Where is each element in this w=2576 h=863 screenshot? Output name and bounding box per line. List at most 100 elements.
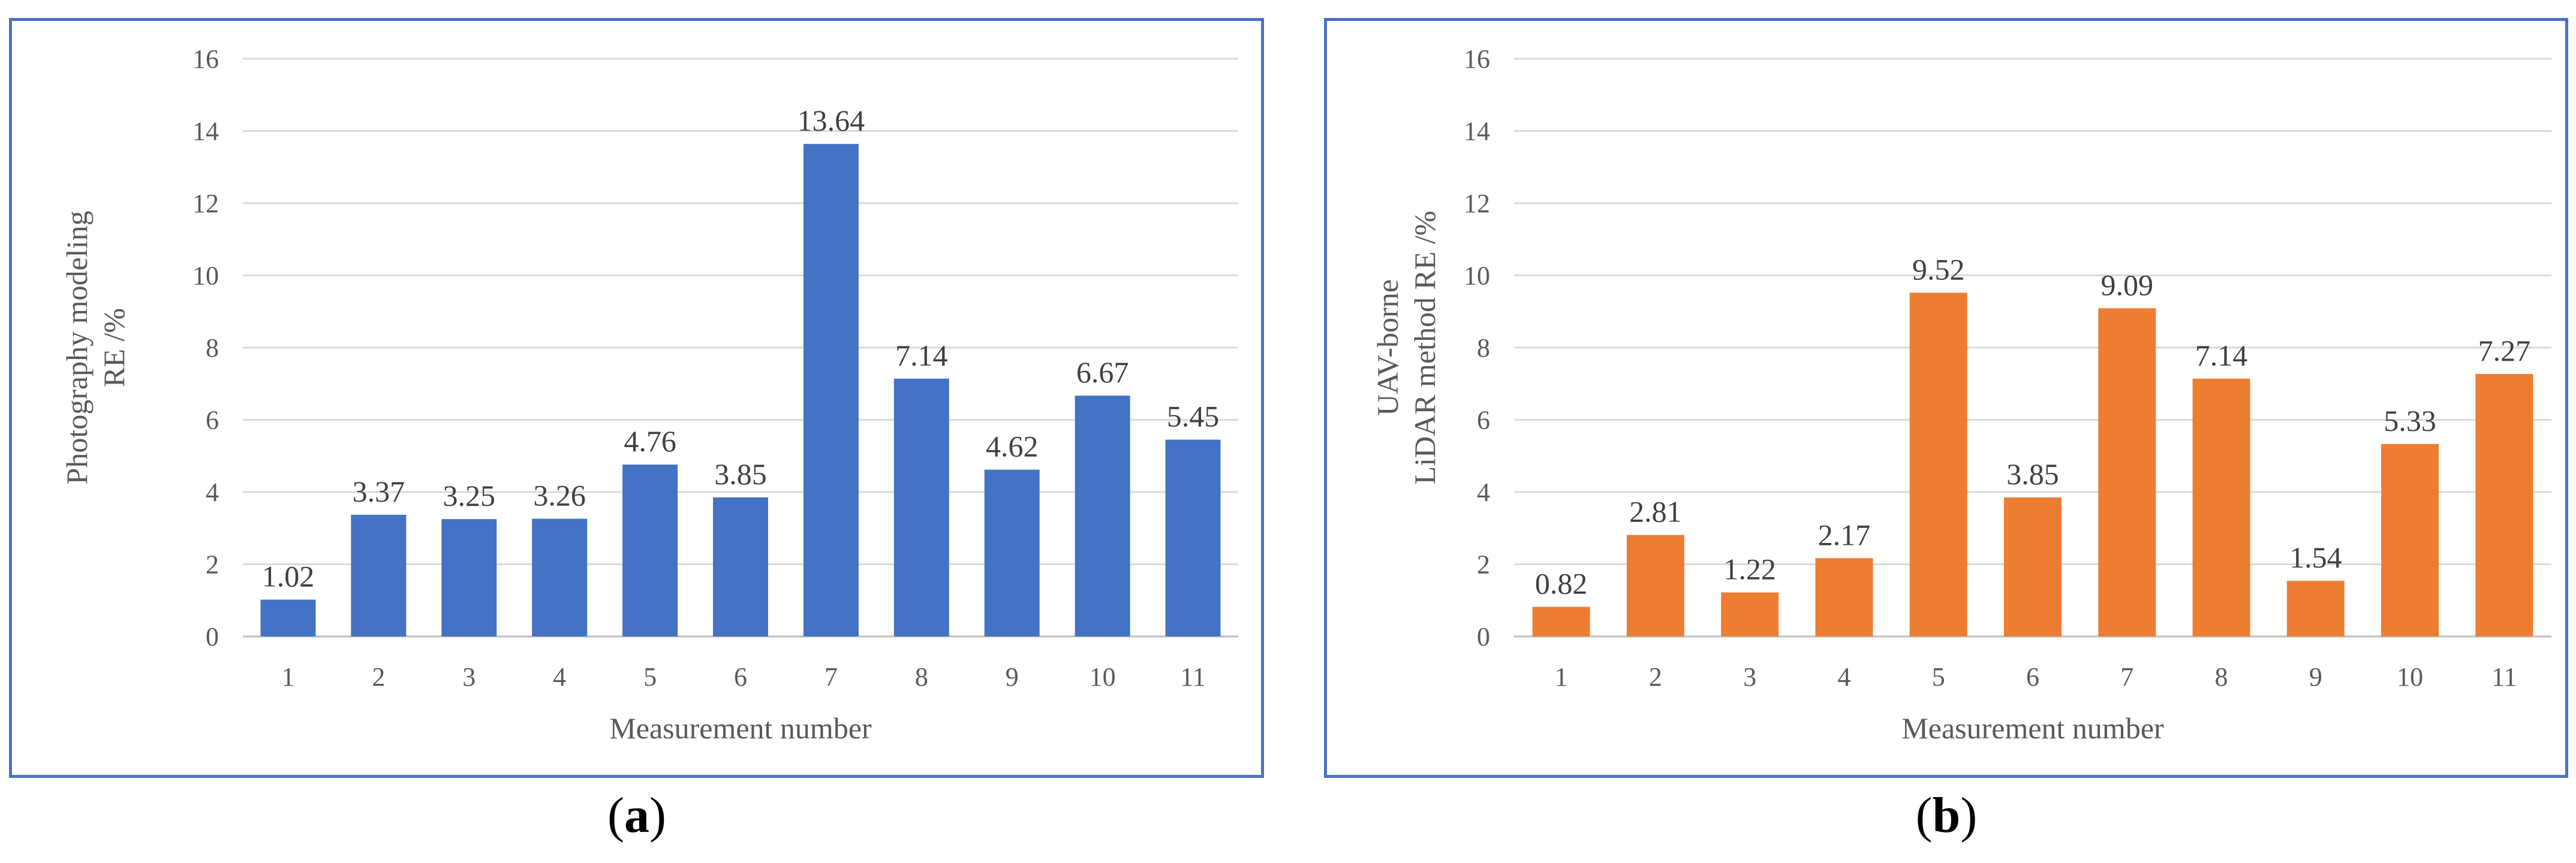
data-label-b-7: 9.09 [2101,268,2154,301]
y-tick-label-b-16: 16 [1464,44,1490,74]
data-label-a-8: 7.14 [895,339,948,372]
chart-panel-a: 0 2 4 6 8 10 12 14 16 1.02 1 3.37 2 3.25 3 3.26 4 4.76 5 3.… [9,18,1264,778]
data-label-a-1: 1.02 [262,560,315,593]
x-tick-label-b-6: 6 [2026,662,2039,692]
data-label-b-11: 7.27 [2478,334,2531,367]
data-label-a-10: 6.67 [1076,355,1129,389]
caption-b: (b) [1915,787,1978,843]
bar-a-8 [893,378,949,636]
chart-panel-b: 0 2 4 6 8 10 12 14 16 0.82 1 2.81 2 1.22 3 2.17 4 9.52 5 3.… [1324,18,2568,778]
y-tick-label-b-6: 6 [1477,406,1490,435]
data-label-b-5: 9.52 [1912,252,1965,286]
x-tick-label-a-9: 9 [1006,662,1019,692]
x-tick-label-a-1: 1 [281,662,294,692]
x-tick-label-a-6: 6 [734,662,747,692]
x-tick-label-a-2: 2 [372,662,385,692]
y-tick-label-b-8: 8 [1477,333,1490,363]
caption-b-letter: b [1932,787,1961,843]
bar-b-10 [2381,443,2439,636]
data-label-b-8: 7.14 [2195,339,2248,372]
bar-b-3 [1721,592,1779,636]
x-tick-label-a-5: 5 [643,662,657,692]
chart-b-svg: 0 2 4 6 8 10 12 14 16 0.82 1 2.81 2 1.22 3 2.17 4 9.52 5 3.… [1371,44,2551,745]
y-tick-label-a-0: 0 [206,622,219,651]
bar-b-9 [2286,581,2345,636]
y-axis-label-line-b-1: LiDAR method RE /% [1408,211,1442,485]
y-tick-label-a-10: 10 [192,261,219,291]
bar-b-7 [2098,308,2156,636]
x-tick-label-b-4: 4 [1837,662,1850,692]
data-label-b-9: 1.54 [2289,541,2342,574]
bar-b-8 [2192,378,2250,636]
bar-b-6 [2004,497,2062,636]
y-axis-label-a: Photography modeling RE /% [60,211,131,485]
data-label-a-6: 3.85 [714,457,767,491]
x-tick-label-b-7: 7 [2120,662,2133,692]
x-tick-label-b-8: 8 [2215,662,2228,692]
y-tick-label-a-6: 6 [206,406,219,435]
data-label-a-4: 3.26 [533,479,586,512]
x-tick-label-b-9: 9 [2309,662,2322,692]
x-tick-label-a-7: 7 [824,662,838,692]
data-label-a-3: 3.25 [443,479,496,512]
y-tick-label-b-14: 14 [1464,117,1490,146]
y-tick-label-a-4: 4 [206,478,219,507]
data-label-a-7: 13.64 [798,104,865,137]
data-label-b-1: 0.82 [1535,567,1588,601]
y-tick-label-b-2: 2 [1477,550,1490,580]
caption-a-letter: a [624,787,649,843]
y-tick-label-a-8: 8 [206,333,219,363]
bar-a-7 [803,144,859,636]
bar-b-4 [1815,558,1873,636]
bar-a-2 [351,514,407,636]
chart-a-svg: 0 2 4 6 8 10 12 14 16 1.02 1 3.37 2 3.25 3 3.26 4 4.76 5 3.… [60,44,1238,745]
x-tick-label-a-4: 4 [553,662,566,692]
bar-a-3 [441,519,497,636]
y-tick-label-a-12: 12 [192,189,219,218]
y-tick-label-a-16: 16 [192,44,219,74]
y-tick-label-b-12: 12 [1464,189,1490,218]
bar-a-1 [260,599,316,636]
data-label-a-11: 5.45 [1167,400,1220,433]
bar-a-10 [1075,396,1130,636]
x-tick-label-b-1: 1 [1555,662,1568,692]
bar-a-5 [622,464,678,636]
bar-a-11 [1165,439,1221,636]
x-tick-label-a-10: 10 [1090,662,1116,692]
y-tick-label-b-10: 10 [1464,261,1490,291]
x-tick-label-b-10: 10 [2397,662,2423,692]
data-label-b-3: 1.22 [1723,552,1776,586]
y-tick-label-a-14: 14 [192,117,219,146]
x-axis-label-a: Measurement number [609,711,872,745]
y-axis-label-b: UAV-borne LiDAR method RE /% [1371,211,1442,485]
y-tick-label-b-4: 4 [1477,478,1490,507]
x-tick-label-a-8: 8 [915,662,928,692]
data-label-b-4: 2.17 [1818,518,1871,551]
y-axis-label-line-a-0: Photography modeling [60,211,94,485]
bar-a-6 [713,497,768,636]
data-label-a-5: 4.76 [624,424,676,458]
data-label-a-2: 3.37 [353,475,405,508]
x-tick-label-b-2: 2 [1649,662,1662,692]
y-tick-label-a-2: 2 [206,550,219,580]
data-label-b-2: 2.81 [1629,495,1682,529]
data-label-b-6: 3.85 [2006,457,2059,491]
bar-a-4 [532,518,588,636]
x-axis-label-b: Measurement number [1901,711,2164,745]
y-axis-label-line-a-1: RE /% [97,308,131,387]
x-tick-label-a-11: 11 [1180,662,1205,692]
y-tick-label-b-0: 0 [1477,622,1490,651]
bar-b-2 [1626,535,1684,636]
data-label-b-10: 5.33 [2384,404,2436,437]
bar-b-11 [2475,373,2533,636]
x-tick-label-b-3: 3 [1743,662,1756,692]
bar-a-9 [984,469,1040,636]
x-tick-label-b-5: 5 [1932,662,1945,692]
x-tick-label-a-3: 3 [462,662,476,692]
data-label-a-9: 4.62 [986,430,1039,463]
caption-a: (a) [607,787,666,843]
y-axis-label-line-b-0: UAV-borne [1371,279,1404,416]
bar-b-1 [1532,606,1590,636]
x-tick-label-b-11: 11 [2491,662,2517,692]
bar-b-5 [1909,292,1967,636]
